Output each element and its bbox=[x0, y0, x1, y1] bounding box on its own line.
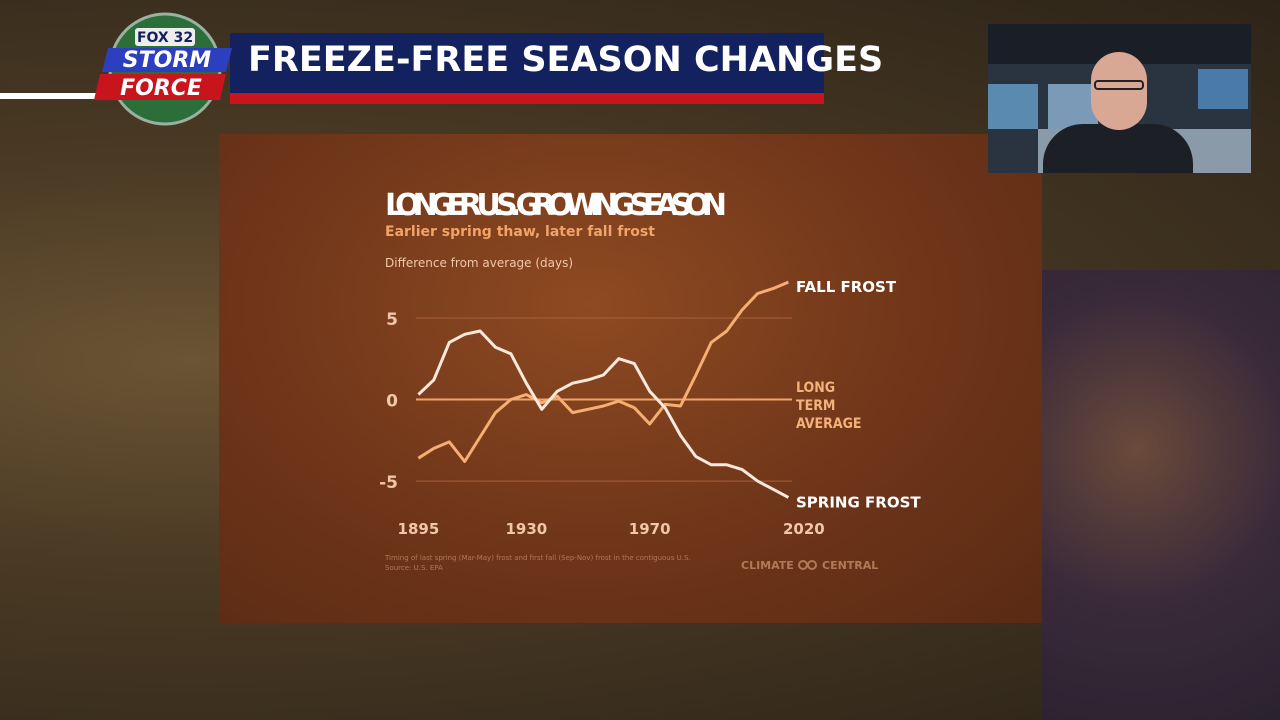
series-line bbox=[417, 329, 790, 499]
footnote: Timing of last spring (Mar-May) frost an… bbox=[384, 554, 691, 562]
series-line bbox=[417, 280, 789, 463]
logo-band bbox=[102, 48, 232, 72]
presenter-video bbox=[988, 24, 1251, 173]
logo: FOX 32 STORM FORCE bbox=[94, 12, 232, 126]
y-axis-label: Difference from average (days) bbox=[385, 256, 573, 270]
studio-screen bbox=[1048, 84, 1098, 129]
y-tick-label: -5 bbox=[379, 473, 398, 493]
x-tick-label: 2020 bbox=[783, 520, 825, 538]
presenter-head bbox=[1091, 52, 1147, 130]
headline: FREEZE-FREE SEASON CHANGES bbox=[248, 40, 884, 80]
corn-image bbox=[1042, 270, 1280, 720]
y-tick-label: 0 bbox=[386, 392, 398, 412]
chart-panel bbox=[219, 134, 1042, 623]
studio-screen bbox=[1198, 69, 1248, 109]
chart-title: LONGER U.S. GROWING SEASON bbox=[385, 188, 727, 223]
series-label: SPRING FROST bbox=[796, 493, 921, 511]
studio-screen bbox=[988, 84, 1038, 129]
logo-text: STORM bbox=[123, 48, 211, 73]
logo-text: FORCE bbox=[120, 76, 202, 101]
x-tick-label: 1895 bbox=[398, 520, 440, 538]
headline-stripe bbox=[230, 93, 824, 104]
chart-subtitle: Earlier spring thaw, later fall frost bbox=[385, 224, 655, 240]
presenter-glasses bbox=[1094, 80, 1144, 90]
credit: CLIMATE bbox=[741, 559, 794, 572]
logo-band bbox=[94, 74, 226, 100]
headline-bar bbox=[230, 33, 824, 93]
x-tick-label: 1970 bbox=[629, 520, 671, 538]
logo-text: FOX 32 bbox=[137, 30, 193, 46]
credit: CENTRAL bbox=[822, 559, 878, 572]
rule-line bbox=[0, 93, 100, 99]
source: Source: U.S. EPA bbox=[385, 564, 443, 572]
y-tick-label: 5 bbox=[386, 310, 398, 330]
x-tick-label: 1930 bbox=[505, 520, 547, 538]
logo-plate bbox=[135, 28, 195, 46]
presenter-body bbox=[1043, 124, 1193, 173]
baseline-label: LONG TERM AVERAGE bbox=[796, 380, 862, 432]
credit-icon bbox=[798, 560, 817, 570]
series-label: FALL FROST bbox=[796, 278, 897, 296]
